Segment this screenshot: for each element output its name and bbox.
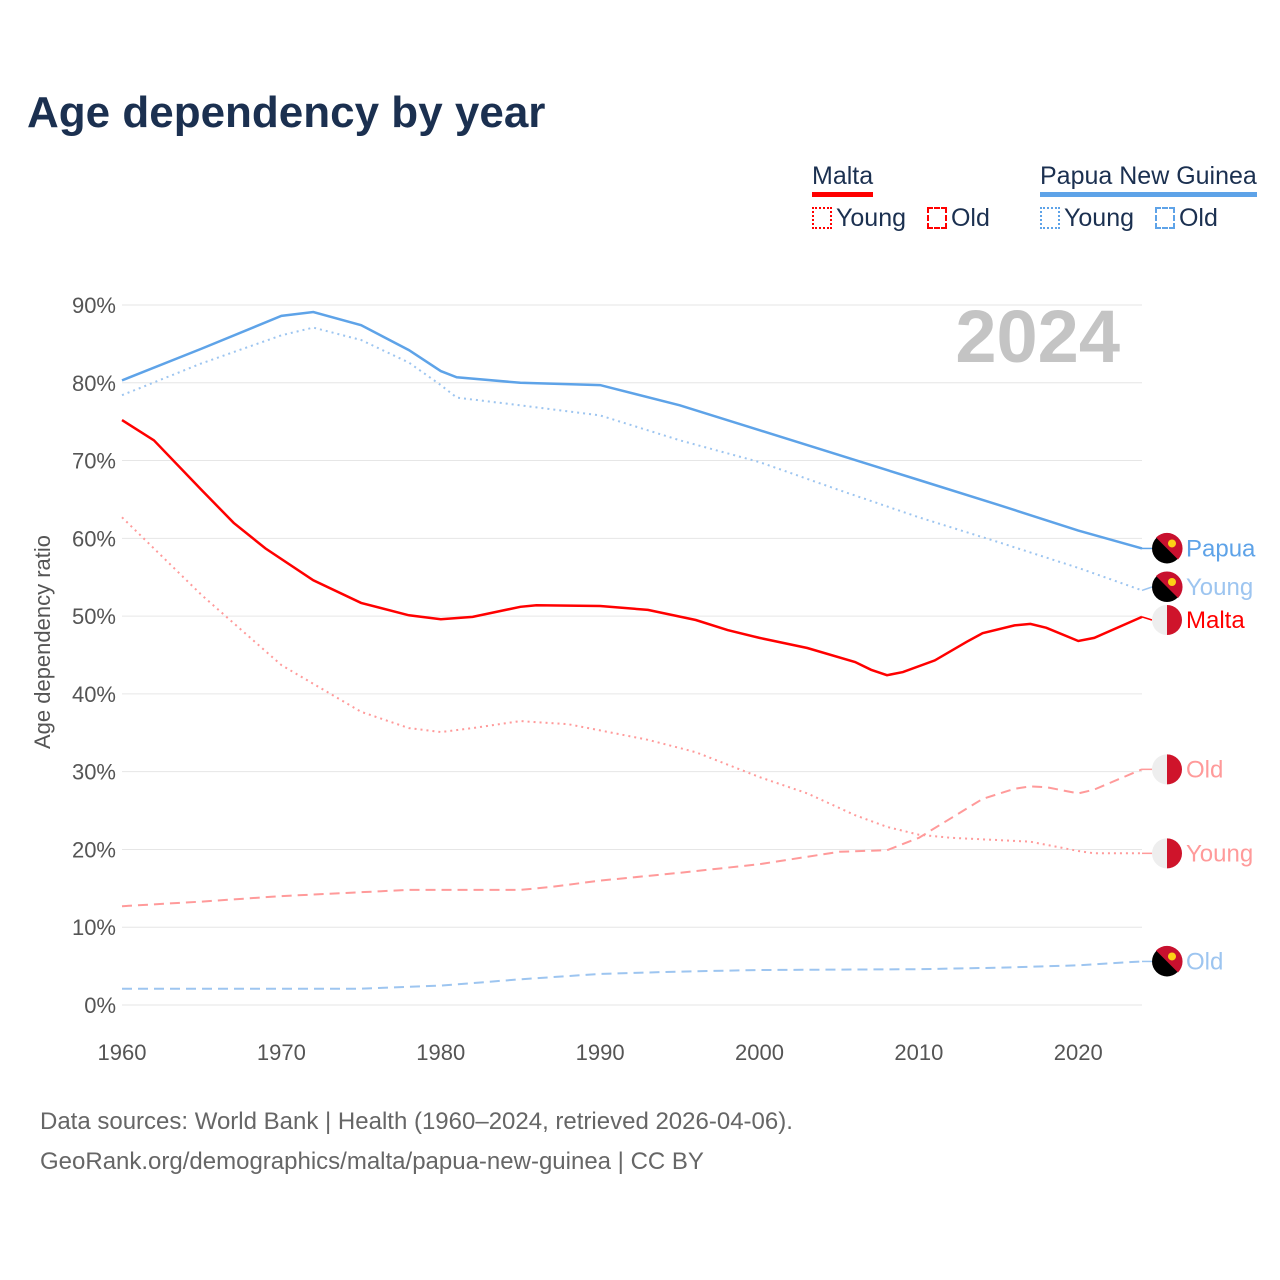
y-tick-label: 30% — [72, 760, 116, 785]
flag-red-half — [1167, 838, 1182, 869]
leader-line — [1141, 586, 1153, 592]
legend-png[interactable]: Papua New Guinea — [1040, 162, 1257, 197]
legend-malta[interactable]: Malta — [812, 162, 874, 197]
series-end-label: Papua — [1186, 535, 1256, 562]
y-tick-label: 90% — [72, 293, 116, 318]
x-tick-label: 1990 — [576, 1040, 625, 1065]
legend-malta-old[interactable]: Old — [950, 204, 990, 232]
dashed-swatch-icon — [1154, 207, 1175, 229]
bird-of-paradise-icon — [1168, 952, 1176, 961]
x-tick-label: 1970 — [257, 1040, 306, 1065]
series-end-label: Young — [1186, 840, 1253, 867]
legend-malta-items: Young Old — [812, 204, 990, 233]
footer-sources: Data sources: World Bank | Health (1960–… — [40, 1108, 793, 1135]
end-label: Old — [1142, 945, 1223, 977]
end-label: Young — [1142, 838, 1253, 869]
legend-malta-young[interactable]: Young — [836, 204, 906, 232]
flag-red-half — [1167, 754, 1182, 785]
y-tick-label: 60% — [72, 526, 116, 551]
series-line-malta[interactable] — [121, 419, 1143, 677]
leader-line — [1141, 616, 1153, 621]
y-tick-label: 80% — [72, 371, 116, 396]
flag-red-half — [1167, 605, 1182, 635]
y-tick-label: 10% — [72, 915, 116, 940]
y-tick-label: 50% — [72, 604, 116, 629]
series-end-label: Malta — [1186, 607, 1245, 634]
y-tick-label: 70% — [72, 449, 116, 474]
end-label: Old — [1142, 754, 1223, 785]
y-tick-label: 20% — [72, 837, 116, 862]
series-line-papua-new-guinea-old[interactable] — [122, 960, 1143, 990]
legend-png-items: Young Old — [1040, 204, 1218, 233]
x-tick-label: 2000 — [735, 1040, 784, 1065]
x-tick-label: 2020 — [1054, 1040, 1103, 1065]
legend-png-label[interactable]: Papua New Guinea — [1040, 162, 1257, 197]
bird-of-paradise-icon — [1168, 578, 1176, 586]
y-axis-label: Age dependency ratio — [30, 535, 55, 749]
legend-png-old[interactable]: Old — [1178, 204, 1218, 232]
dotted-swatch-icon — [1040, 207, 1060, 229]
series-end-label: Young — [1186, 574, 1253, 601]
series-end-label: Old — [1186, 948, 1223, 975]
legend-malta-label[interactable]: Malta — [812, 162, 874, 197]
dotted-swatch-icon — [812, 207, 832, 229]
y-tick-label: 0% — [84, 993, 116, 1018]
page-title: Age dependency by year — [27, 88, 546, 137]
series-line-malta-old[interactable] — [121, 768, 1143, 908]
x-tick-label: 1980 — [416, 1040, 465, 1065]
legend-png-young[interactable]: Young — [1064, 204, 1134, 232]
series-line-malta-young[interactable] — [121, 516, 1142, 855]
x-tick-label: 2010 — [894, 1040, 943, 1065]
footer-link[interactable]: GeoRank.org/demographics/malta/papua-new… — [40, 1148, 704, 1175]
year-watermark: 2024 — [955, 295, 1120, 378]
x-tick-label: 1960 — [98, 1040, 147, 1065]
series-line-papua-new-guinea-young[interactable] — [121, 326, 1143, 592]
bird-of-paradise-icon — [1168, 539, 1176, 548]
end-label: Malta — [1141, 605, 1245, 635]
series-line-papua-new-guinea[interactable] — [121, 310, 1143, 550]
end-label: Young — [1141, 571, 1253, 602]
end-label: Papua — [1142, 532, 1256, 564]
series-end-label: Old — [1186, 756, 1223, 783]
y-tick-label: 40% — [72, 682, 116, 707]
dashed-swatch-icon — [926, 207, 947, 229]
